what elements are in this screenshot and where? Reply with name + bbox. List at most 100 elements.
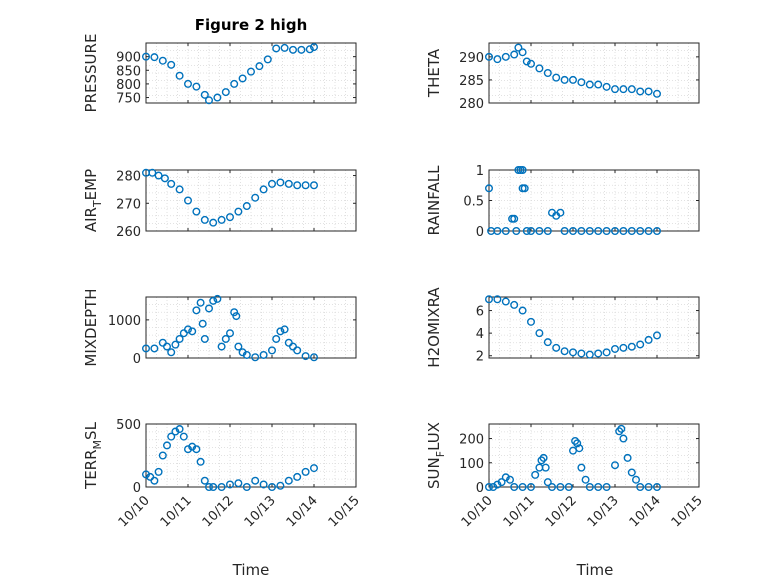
y-tick-label: 290: [459, 51, 484, 66]
axes-mixdepth: 0 1000 MIXDEPTH: [82, 288, 357, 367]
data-point: [493, 226, 502, 235]
axes-box: [145, 423, 357, 488]
data-point: [171, 340, 180, 349]
data-point: [627, 468, 636, 477]
data-point: [196, 457, 205, 466]
data-point: [485, 184, 494, 193]
data-point: [501, 52, 510, 61]
data-point: [268, 346, 277, 355]
data-point: [644, 87, 653, 96]
data-point: [632, 475, 641, 484]
y-tick-label: 0.5: [463, 195, 484, 210]
y-axis-label: H2OMIXRA: [425, 287, 443, 368]
data-point: [293, 472, 302, 481]
data-point: [501, 473, 510, 482]
data-point: [204, 304, 213, 313]
data-point: [158, 451, 167, 460]
data-point: [560, 226, 569, 235]
data-point: [167, 348, 176, 357]
data-point: [276, 178, 285, 187]
data-point: [310, 353, 319, 362]
y-tick-label: 285: [459, 74, 484, 89]
data-point: [535, 329, 544, 338]
data-point: [636, 340, 645, 349]
data-point: [510, 214, 519, 223]
data-point: [276, 481, 285, 490]
data-point: [577, 226, 586, 235]
data-point: [217, 342, 226, 351]
axes-rainfall: 0 0.5 1 RAINFALL: [425, 164, 700, 240]
data-point: [284, 338, 293, 347]
data-point: [594, 483, 603, 492]
data-point: [150, 53, 159, 62]
x-tick-label: 10/12: [200, 493, 237, 530]
x-tick-label: 10/15: [326, 493, 363, 530]
data-point: [175, 185, 184, 194]
data-point: [251, 193, 260, 202]
data-point: [200, 90, 209, 99]
y-tick-label: 850: [116, 64, 141, 79]
y-axis-label: PRESSURE: [82, 34, 100, 113]
data-point: [305, 45, 314, 54]
data-point: [272, 44, 281, 53]
y-tick-label: 2: [476, 350, 484, 365]
data-point: [527, 317, 536, 326]
y-tick-label: 200: [459, 433, 484, 448]
x-tick-label: 10/15: [669, 493, 706, 530]
data-point: [501, 297, 510, 306]
data-point: [602, 226, 611, 235]
data-point: [284, 179, 293, 188]
data-point: [259, 480, 268, 489]
data-point: [234, 342, 243, 351]
data-point: [512, 226, 521, 235]
data-point: [619, 434, 628, 443]
data-point: [543, 478, 552, 487]
data-point: [200, 476, 209, 485]
data-point: [577, 78, 586, 87]
data-point: [162, 441, 171, 450]
data-point: [188, 327, 197, 336]
data-point: [259, 350, 268, 359]
data-point: [585, 226, 594, 235]
data-point: [200, 215, 209, 224]
x-tick-label: 10/13: [585, 493, 622, 530]
data-point: [611, 344, 620, 353]
y-tick-label: 4: [476, 327, 484, 342]
x-tick-label: 10/12: [543, 493, 580, 530]
data-point: [301, 467, 310, 476]
y-tick-label: 100: [459, 457, 484, 472]
data-point: [636, 483, 645, 492]
data-point: [209, 218, 218, 227]
data-point: [251, 476, 260, 485]
data-point: [242, 350, 251, 359]
y-axis-label: MIXDEPTH: [82, 288, 100, 366]
data-point: [653, 331, 662, 340]
data-point: [141, 52, 150, 61]
data-point: [602, 483, 611, 492]
data-point: [518, 306, 527, 315]
y-tick-label: 0: [133, 352, 141, 367]
data-point: [204, 483, 213, 492]
data-point: [594, 349, 603, 358]
data-point: [617, 424, 626, 433]
data-point: [217, 483, 226, 492]
data-point: [627, 85, 636, 94]
data-point: [242, 202, 251, 211]
data-point: [552, 343, 561, 352]
x-axis-label-right: Time: [576, 561, 614, 579]
data-point: [602, 82, 611, 91]
y-tick-label: 0: [476, 225, 484, 240]
data-point: [506, 475, 515, 484]
y-tick-label: 260: [116, 225, 141, 240]
data-point: [636, 226, 645, 235]
data-point: [175, 425, 184, 434]
data-point: [535, 226, 544, 235]
figure-title: Figure 2 high: [195, 16, 308, 34]
data-point: [594, 226, 603, 235]
data-point: [289, 45, 298, 54]
data-point: [293, 181, 302, 190]
data-point: [301, 181, 310, 190]
data-point: [623, 453, 632, 462]
data-point: [575, 444, 584, 453]
data-point: [204, 96, 213, 105]
